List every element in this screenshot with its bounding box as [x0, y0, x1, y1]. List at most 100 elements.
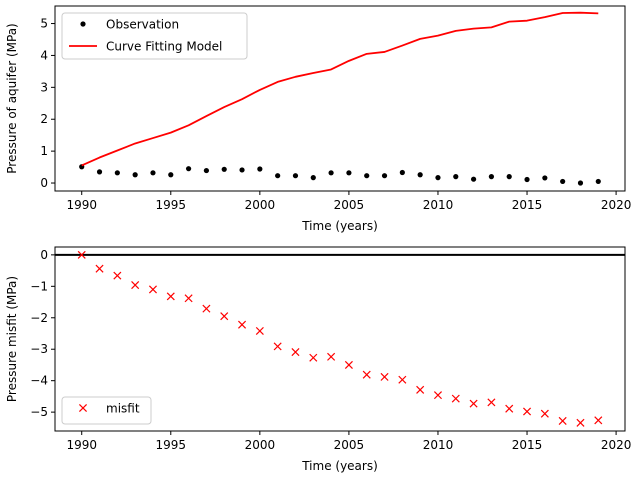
observation-point — [96, 169, 103, 175]
misfit-point — [113, 271, 122, 280]
misfit-y-tick-label: 0 — [40, 248, 48, 262]
misfit-point — [558, 416, 567, 425]
misfit-point — [202, 304, 211, 313]
pressure-x-tick-label: 1995 — [156, 198, 187, 212]
misfit-point — [344, 360, 353, 369]
misfit-point — [451, 394, 460, 403]
legend-entry-label: Curve Fitting Model — [106, 40, 222, 54]
misfit-legend: misfit — [61, 396, 152, 425]
observation-point — [453, 174, 459, 180]
observation-point — [239, 167, 245, 173]
pressure-data-marks — [79, 11, 601, 186]
pressure-x-tick-label: 1990 — [66, 198, 97, 212]
misfit-x-tick-label: 2010 — [423, 438, 454, 452]
misfit-data-marks — [55, 250, 625, 427]
observation-point — [506, 174, 512, 180]
observation-point — [275, 173, 281, 179]
observation-point — [168, 172, 174, 178]
pressure-legend-box — [61, 12, 248, 60]
misfit-point — [362, 370, 371, 379]
observation-point — [203, 167, 210, 174]
legend-marker-handle — [80, 21, 86, 27]
pressure-y-tick-label: 4 — [40, 48, 48, 62]
observation-point — [310, 175, 316, 181]
misfit-point — [576, 418, 585, 427]
pressure-legend: Observation Curve Fitting Model — [61, 12, 248, 60]
misfit-point — [327, 352, 336, 361]
misfit-subplot: 1990 1995 2000 2005 2010 2015 20200−1−2−3−4−5 … — [5, 246, 631, 473]
pressure-subplot: 1990 1995 2000 2005 2010 2015 2020 0 1 2 3 4 5 Time … — [5, 5, 631, 233]
misfit-point — [416, 385, 425, 394]
misfit-axis-ticks: 1990 1995 2000 2005 2010 2015 2020 0 −1 −2 −3 −4 −5 — [30, 248, 631, 452]
legend-entry-label: Observation — [106, 18, 179, 32]
pressure-y-tick-label: 5 — [40, 17, 48, 31]
misfit-point — [309, 353, 318, 362]
observation-point — [488, 174, 495, 180]
misfit-point — [291, 348, 300, 357]
misfit-x-tick-label: 2015 — [512, 438, 543, 452]
misfit-point — [166, 292, 175, 301]
misfit-point — [220, 312, 229, 321]
pressure-y-tick-label: 1 — [40, 144, 48, 158]
misfit-point — [273, 342, 282, 351]
misfit-point — [238, 320, 247, 329]
misfit-y-tick-label: −2 — [30, 311, 48, 325]
misfit-point — [95, 264, 104, 273]
misfit-point — [433, 391, 442, 400]
observation-point — [150, 170, 156, 176]
observation-point — [542, 175, 548, 181]
pressure-x-axis-label: Time (years) — [301, 219, 378, 233]
model-curve-line — [81, 11, 599, 167]
misfit-x-tick-label: 2000 — [245, 438, 276, 452]
pressure-x-tick-label: 2005 — [334, 198, 365, 212]
misfit-point — [398, 375, 407, 384]
observation-point — [560, 178, 566, 185]
observation-point — [399, 169, 405, 176]
misfit-point — [131, 281, 140, 290]
pressure-axis-ticks: 1990 1995 2000 2005 2010 2015 2020 0 1 2 3 4 5 — [40, 17, 631, 212]
misfit-y-tick-label: −3 — [30, 342, 48, 356]
observation-point — [381, 173, 388, 179]
legend-entry-label: misfit — [106, 402, 140, 416]
pressure-plot-frame — [54, 5, 626, 192]
observation-point — [221, 166, 227, 172]
misfit-x-tick-label: 2005 — [334, 438, 365, 452]
pressure-x-tick-label: 2000 — [245, 198, 276, 212]
misfit-point — [540, 409, 549, 418]
misfit-x-tick-label: 1990 — [66, 438, 97, 452]
observation-point — [328, 170, 334, 176]
misfit-point — [148, 285, 157, 294]
misfit-point — [523, 407, 532, 416]
observation-point — [257, 166, 263, 172]
misfit-y-tick-label: −1 — [30, 279, 48, 293]
misfit-point — [487, 398, 496, 407]
misfit-y-tick-label: −4 — [30, 374, 48, 388]
observation-point — [292, 173, 299, 179]
observation-point — [435, 175, 441, 181]
misfit-y-axis-label: Pressure misfit (MPa) — [5, 276, 19, 402]
observation-point — [577, 180, 584, 186]
pressure-y-tick-label: 0 — [40, 176, 48, 190]
misfit-point — [505, 404, 514, 413]
misfit-point — [594, 416, 603, 425]
misfit-x-tick-label: 2020 — [601, 438, 632, 452]
misfit-point — [469, 399, 478, 408]
observation-point — [132, 172, 138, 178]
pressure-x-tick-label: 2020 — [601, 198, 632, 212]
misfit-legend-box — [61, 396, 152, 425]
misfit-x-tick-label: 1995 — [156, 438, 187, 452]
misfit-point — [184, 294, 193, 303]
misfit-plot-frame — [54, 246, 626, 432]
pressure-x-tick-label: 2010 — [423, 198, 454, 212]
pressure-y-tick-label: 2 — [40, 112, 48, 126]
pressure-y-axis-label: Pressure of aquifer (MPa) — [5, 23, 19, 173]
observation-point — [470, 176, 477, 182]
observation-point — [417, 172, 423, 178]
observation-point — [346, 170, 352, 176]
misfit-x-axis-label: Time (years) — [301, 459, 378, 473]
observation-point — [185, 166, 192, 172]
observation-point — [114, 170, 120, 176]
pressure-x-tick-label: 2015 — [512, 198, 543, 212]
pressure-y-tick-label: 3 — [40, 80, 48, 94]
